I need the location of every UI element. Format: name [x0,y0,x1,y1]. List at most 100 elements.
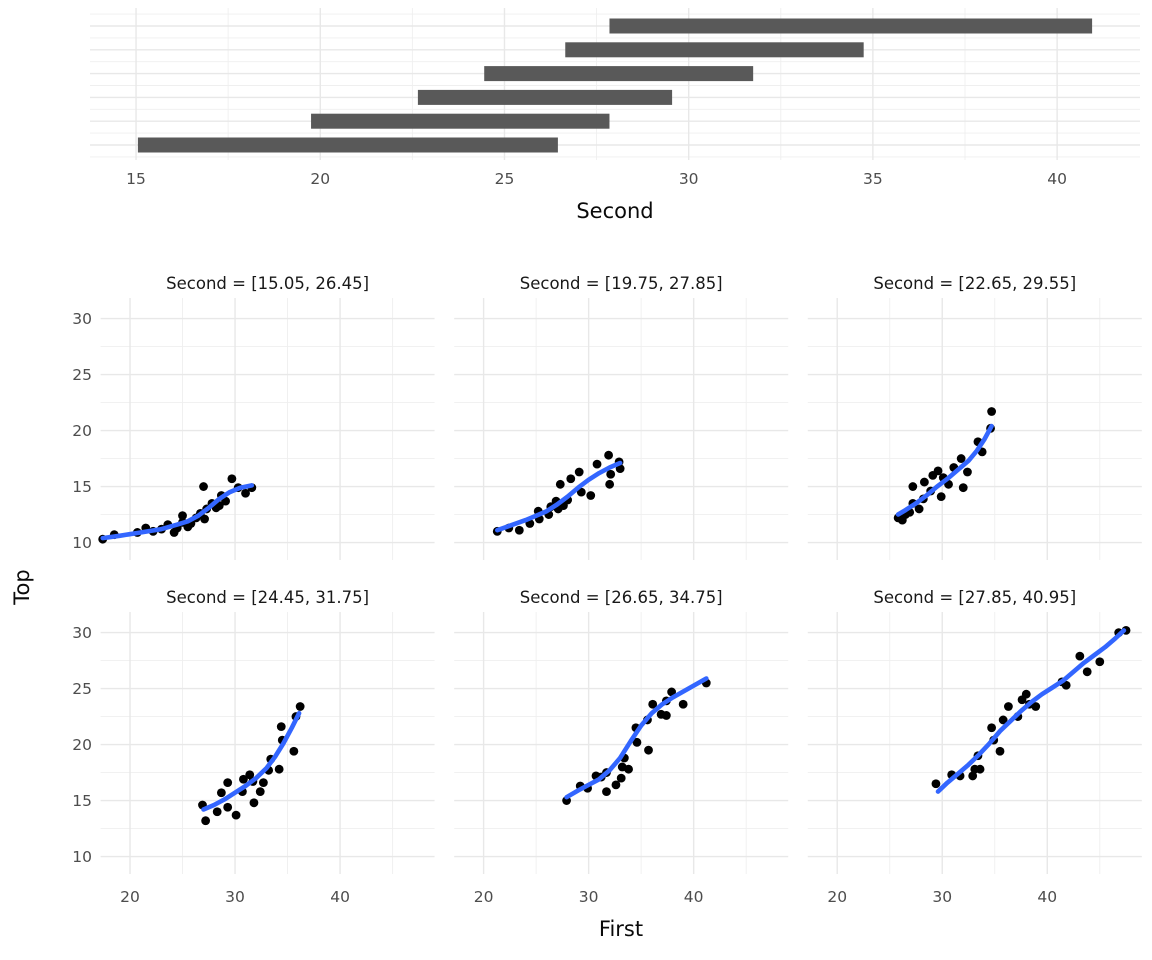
scatter-point [987,723,997,733]
scatter-point [276,722,286,732]
scatter-point [1082,667,1092,677]
svg-text:10: 10 [72,534,92,552]
svg-text:15: 15 [72,792,92,810]
y-axis-title-top: Top [10,569,34,605]
scatter-point [1061,680,1071,690]
facet-grid-major [454,612,789,874]
scatter-point [178,511,187,521]
interval-bar [609,18,1093,34]
x-axis-title-first: First [598,917,644,941]
svg-text:30: 30 [679,170,699,188]
interval-bar [311,113,610,129]
scatter-point [249,798,259,808]
smooth-line-group [564,676,709,800]
scatter-point [648,699,658,709]
scatter-point [576,487,586,497]
scatter-point [936,492,946,502]
scatter-point [566,474,576,484]
svg-text:40: 40 [1047,170,1067,188]
scatter-point [1095,657,1105,667]
scatter-point [644,745,653,755]
facet-grid-major [807,298,1142,560]
facet-strip-title: Second = [24.45, 31.75] [166,588,369,607]
scatter-point [678,699,688,709]
scatter-point [933,466,943,476]
scatter-point [216,788,226,798]
scatter-point [223,802,233,812]
scatter-point [968,771,978,781]
y-tick-labels: 30 25 20 15 10 [72,624,92,866]
scatter-point [289,746,299,756]
scatter-point [632,737,642,747]
scatter-point [919,477,929,487]
scatter-point [555,479,565,489]
scatter-point [200,514,209,524]
scatter-point [212,807,222,817]
strip-title-group: Second = [22.65, 29.55] [873,274,1076,293]
x-tick-labels: 20 30 40 [120,888,350,906]
scatter-point [624,764,633,774]
strip-title-group: Second = [19.75, 27.85] [520,274,723,293]
scatter-point [605,479,615,489]
x-axis-title-second: Second [576,199,654,223]
scatter-point [667,687,677,697]
scatter-point [231,810,241,820]
scatter-point [975,764,985,774]
scatter-point [201,816,211,826]
smooth-line-group [895,423,994,517]
scatter-point [987,407,997,416]
facet-grid-minor [100,298,435,560]
interval-bar [137,137,558,153]
facet-strip-title: Second = [15.05, 26.45] [166,274,369,293]
scatter-point [956,454,966,463]
smooth-line [895,423,994,517]
scatter-point [295,702,305,711]
smooth-line-group [935,628,1127,794]
facet-grid-minor [454,298,789,560]
svg-text:30: 30 [225,888,245,906]
scatter-point [908,482,918,491]
top-grid-minor [90,8,1140,160]
scatter-point [223,778,233,788]
scatter-point [586,491,596,500]
svg-text:40: 40 [1037,888,1057,906]
smooth-line [564,676,709,800]
scatter-point [239,774,248,784]
svg-text:20: 20 [827,888,847,906]
scatter-point [958,483,968,493]
scatter-point [963,467,972,477]
smooth-line [201,710,302,812]
scatter-point [241,488,250,498]
facet-grid-major [100,612,435,874]
interval-bar [484,66,754,82]
scatter-point [604,450,613,460]
svg-text:25: 25 [72,680,92,698]
strip-title-group: Second = [24.45, 31.75] [166,588,369,607]
scatter-point [661,711,671,720]
scatter-point [574,467,584,477]
svg-text:25: 25 [72,366,92,384]
scatter-point [255,787,265,796]
scatter-point [616,773,626,783]
x-tick-labels: 20 30 40 [827,888,1057,906]
scatter-point [602,787,611,796]
scatter-point [1031,702,1041,711]
facet-grid-minor [807,612,1142,874]
facet-grid-minor [807,298,1142,560]
facet-grid-minor [100,612,435,874]
svg-text:30: 30 [932,888,952,906]
scatter-point [199,482,208,491]
smooth-line-group [100,483,255,541]
scatter-point [514,525,524,535]
scatter-point [931,779,941,789]
svg-text:30: 30 [579,888,599,906]
svg-text:30: 30 [72,624,92,642]
top-x-tick-labels: 15 20 25 30 35 40 [126,170,1067,188]
scatter-point [1004,702,1013,711]
svg-text:20: 20 [120,888,140,906]
interval-bar [565,42,864,58]
scatter-point [1075,651,1085,661]
scatter-point [995,746,1005,756]
